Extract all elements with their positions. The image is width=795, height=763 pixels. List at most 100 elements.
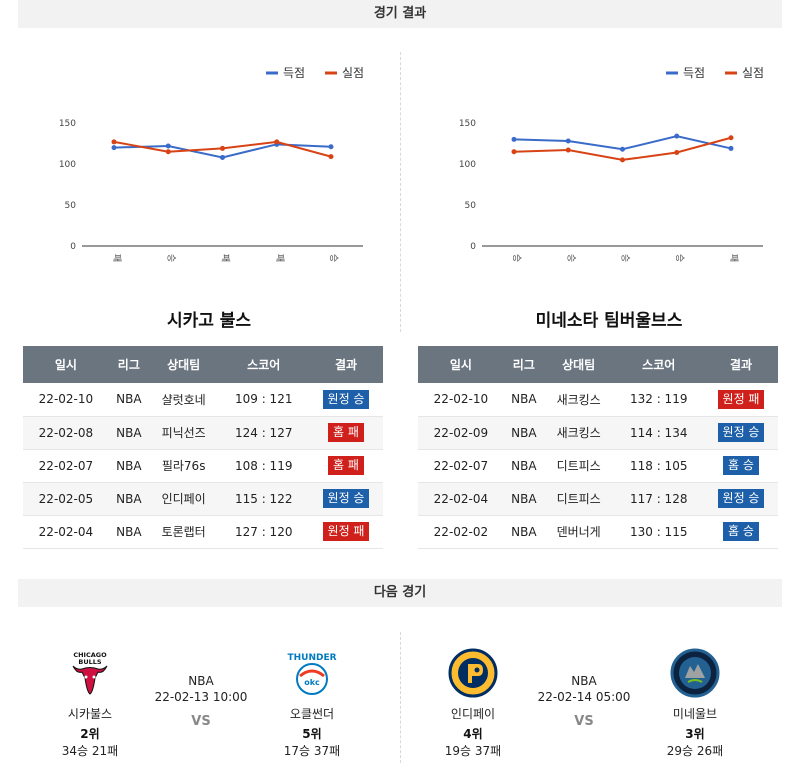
table-row: 22-02-02 NBA 덴버너게 130 : 115 홈 승	[418, 515, 778, 549]
svg-text:CHICAGO: CHICAGO	[73, 651, 107, 659]
cell-score: 132 : 119	[613, 383, 705, 417]
team-title: 미네소타 팀버울브스	[535, 311, 683, 331]
column-header: 일시	[418, 346, 504, 383]
match-datetime: 22-02-14 05:00	[537, 690, 631, 704]
data-point	[674, 150, 680, 156]
home-team[interactable]: CHICAGO BULLS 시카불스 2위 34승 21패	[35, 648, 145, 759]
team-rank: 3위	[685, 727, 705, 741]
x-tick-label: 승	[674, 254, 685, 262]
cell-opponent: 덴버너게	[543, 515, 614, 549]
next-divider	[400, 632, 401, 763]
result-badge: 홈 패	[328, 423, 364, 442]
result-badge: 원정 패	[717, 389, 765, 409]
cell-opponent: 새크킹스	[543, 416, 614, 450]
y-tick-label: 150	[459, 119, 476, 129]
data-point	[111, 139, 117, 145]
cell-opponent: 필라76s	[148, 449, 219, 483]
cell-opponent: 인디페이	[148, 482, 219, 516]
cell-league: NBA	[108, 449, 149, 483]
column-header: 상대팀	[543, 346, 614, 383]
result-badge: 원정 패	[322, 522, 370, 541]
cell-score: 115 : 122	[218, 482, 310, 516]
cell-league: NBA	[108, 515, 149, 549]
results-table-minnesota: 일시 리그 상대팀 스코어 결과 22-02-10 NBA 새크킹스 132 : 119 원정 …	[418, 346, 778, 549]
data-point	[511, 136, 517, 142]
cell-result: 홈 승	[704, 449, 778, 483]
x-tick-label: 승	[165, 254, 176, 262]
results-header-label: 경기 결과	[373, 6, 427, 21]
cell-date: 22-02-07	[418, 449, 504, 483]
home-team[interactable]: 인디페이 4위 19승 37패	[418, 648, 528, 759]
y-tick-label: 0	[470, 242, 476, 252]
column-header: 상대팀	[148, 346, 219, 383]
y-tick-label: 50	[65, 201, 77, 211]
data-point	[220, 145, 225, 151]
cell-result: 원정 승	[309, 383, 383, 417]
away-team[interactable]: THUNDER okc 오클썬더 5위 17승 37패	[257, 648, 367, 759]
cell-opponent: 샬럿호네	[148, 383, 219, 417]
result-badge: 원정 승	[717, 423, 765, 442]
data-point	[274, 139, 280, 145]
x-tick-label: 승	[565, 254, 576, 262]
legend-label: 득점	[283, 66, 305, 80]
column-header: 스코어	[218, 346, 310, 383]
score-chart-minnesota: 득점 실점 0 50 100 150 승 승 승 승 패	[459, 66, 764, 262]
x-tick-label: 패	[728, 254, 739, 262]
cell-league: NBA	[108, 383, 149, 417]
y-tick-label: 100	[59, 160, 76, 170]
cell-date: 22-02-07	[23, 449, 109, 483]
x-tick-label: 승	[620, 254, 631, 262]
team-rank: 4위	[463, 727, 483, 741]
cell-result: 원정 승	[704, 416, 778, 450]
result-badge: 홈 승	[723, 456, 759, 475]
table-row: 22-02-05 NBA 인디페이 115 : 122 원정 승	[23, 482, 383, 516]
team-name: 미네울브	[672, 707, 718, 721]
data-point	[165, 143, 171, 149]
column-header: 스코어	[613, 346, 705, 383]
next-game-1[interactable]: CHICAGO BULLS 시카불스 2위 34승 21패 NBA 22-02-…	[18, 608, 400, 763]
vs-label: VS	[191, 714, 211, 729]
match-league: NBA	[188, 674, 214, 688]
data-point	[328, 144, 334, 150]
cell-opponent: 디트피스	[543, 449, 614, 483]
cell-opponent: 새크킹스	[543, 383, 614, 417]
cell-opponent: 토론랩터	[148, 515, 219, 549]
cell-league: NBA	[108, 416, 149, 450]
table-row: 22-02-04 NBA 토론랩터 127 : 120 원정 패	[23, 515, 383, 549]
team-panel-chicago: 득점 실점 0 50 100 150 패 승 패 패 승 시카고 불스	[18, 28, 400, 331]
cell-score: 114 : 134	[613, 416, 705, 450]
results-section-header: 경기 결과	[18, 0, 782, 28]
team-name: 인디페이	[450, 707, 496, 721]
x-tick-label: 승	[328, 254, 339, 262]
data-point	[328, 154, 334, 160]
team-rank: 5위	[302, 727, 322, 741]
cell-date: 22-02-04	[418, 482, 504, 516]
data-point	[620, 146, 625, 152]
cell-league: NBA	[503, 416, 544, 450]
data-point	[728, 135, 734, 141]
cell-date: 22-02-10	[418, 383, 504, 417]
column-header: 일시	[23, 346, 109, 383]
team-record: 29승 26패	[666, 744, 724, 758]
data-point	[565, 138, 571, 144]
result-badge: 원정 승	[717, 489, 765, 508]
table-header-row: 일시 리그 상대팀 스코어 결과	[418, 346, 778, 383]
data-point	[220, 154, 225, 160]
table-row: 22-02-07 NBA 필라76s 108 : 119 홈 패	[23, 449, 383, 483]
next-header-label: 다음 경기	[373, 585, 427, 600]
cell-result: 원정 승	[309, 482, 383, 516]
cell-date: 22-02-02	[418, 515, 504, 549]
table-row: 22-02-10 NBA 샬럿호네 109 : 121 원정 승	[23, 383, 383, 417]
x-tick-label: 승	[511, 254, 522, 262]
cell-result: 원정 패	[704, 383, 778, 417]
y-tick-label: 150	[59, 119, 76, 129]
team-name: 오클썬더	[289, 707, 335, 721]
away-team[interactable]: 미네울브 3위 29승 26패	[640, 648, 750, 759]
data-point	[165, 149, 171, 155]
next-game-2[interactable]: 인디페이 4위 19승 37패 NBA 22-02-14 05:00 VS 미네…	[418, 608, 795, 763]
data-point	[728, 145, 734, 151]
result-badge: 홈 패	[328, 456, 364, 475]
vs-label: VS	[574, 714, 594, 729]
team-record: 17승 37패	[283, 744, 341, 758]
team-record: 34승 21패	[61, 744, 119, 758]
